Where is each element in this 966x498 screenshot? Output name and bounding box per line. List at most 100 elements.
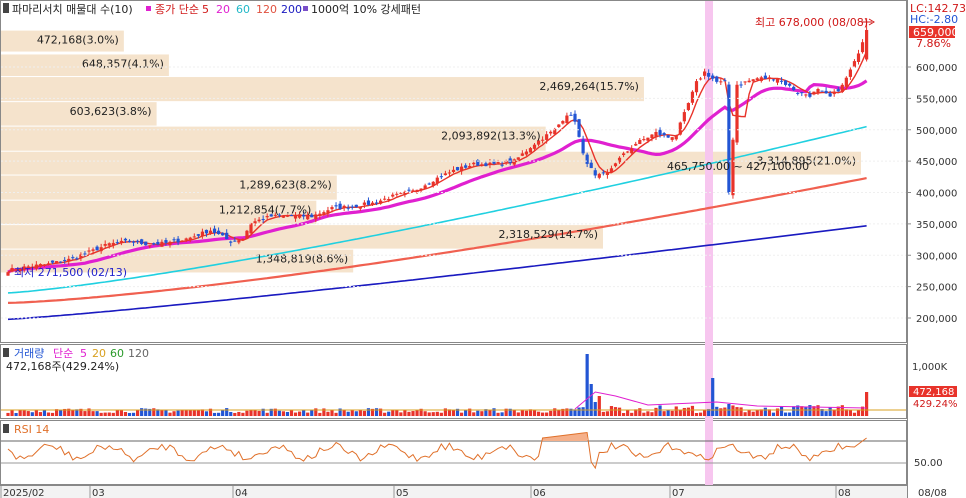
- candle: [229, 241, 233, 243]
- candle: [249, 223, 253, 234]
- volume-profile-labels: 472,168(3.0%) 648,357(4.1%) 2,469,264(15.7…: [37, 34, 856, 266]
- candle: [605, 172, 609, 175]
- candle: [302, 214, 306, 217]
- volume-bar: [767, 409, 771, 416]
- volume-profile-band: [1, 200, 317, 225]
- candle: [293, 215, 298, 219]
- volume-bar: [577, 407, 581, 416]
- candle: [654, 132, 658, 138]
- menu-icon[interactable]: [3, 3, 9, 13]
- candle: [212, 228, 217, 233]
- chart-title: 파마리서치 매물대 수(10): [12, 3, 133, 16]
- candle: [55, 261, 59, 264]
- volume-bar: [512, 409, 516, 416]
- volume-bar: [468, 408, 472, 416]
- candle: [751, 79, 755, 82]
- candle: [484, 163, 488, 167]
- candle: [407, 189, 411, 191]
- candle: [601, 172, 605, 174]
- candle: [593, 170, 597, 176]
- candle: [83, 253, 87, 255]
- candle: [788, 83, 792, 86]
- last-price-tag: [909, 26, 955, 38]
- range-annotation: 465,750.00 ~ 427,100.00: [667, 160, 809, 173]
- candle: [176, 238, 180, 243]
- volume-bar: [229, 411, 233, 416]
- volume-bar: [763, 407, 767, 416]
- candle: [362, 202, 366, 205]
- candle: [164, 240, 168, 243]
- volume-bar: [662, 411, 666, 416]
- y-tick-label: 550,000: [916, 94, 957, 105]
- candle: [103, 243, 107, 246]
- candle: [747, 80, 751, 83]
- volume-bar: [253, 409, 257, 416]
- candle: [435, 177, 439, 184]
- candle: [860, 42, 865, 53]
- volume-bar: [634, 409, 638, 416]
- volume-bar: [581, 407, 585, 416]
- candle: [160, 241, 164, 247]
- candle: [694, 81, 699, 93]
- candle: [366, 200, 371, 205]
- candle: [581, 139, 585, 154]
- volume-bar: [650, 412, 654, 416]
- volume-bar: [180, 410, 184, 416]
- volume-bar: [771, 412, 776, 416]
- candle: [115, 242, 119, 244]
- volume-bar: [148, 408, 152, 416]
- volume-bar: [549, 410, 553, 416]
- volume-bar: [435, 411, 439, 416]
- candle: [439, 176, 443, 178]
- candle: [18, 269, 22, 272]
- volume-bar: [860, 406, 865, 416]
- rsi-panel[interactable]: [0, 420, 907, 485]
- candle: [468, 165, 472, 168]
- candle: [310, 214, 314, 218]
- candle: [374, 202, 379, 204]
- volume-ma-60: 60: [110, 347, 124, 360]
- volume-bar: [107, 412, 111, 416]
- candle: [715, 76, 719, 82]
- volume-bar: [779, 406, 784, 416]
- candle: [200, 231, 204, 237]
- volume-bar: [605, 411, 609, 416]
- candle: [63, 259, 67, 261]
- volume-bar: [415, 409, 419, 416]
- candle: [662, 133, 666, 135]
- candle: [796, 92, 800, 94]
- candle: [816, 89, 820, 94]
- volume-bar: [800, 406, 804, 416]
- volume-bar: [593, 402, 597, 416]
- volume-bar: [447, 409, 452, 416]
- volume-bar: [261, 408, 265, 416]
- candle: [630, 148, 634, 154]
- volume-bar: [237, 411, 241, 416]
- x-tick-label: 08/08: [918, 488, 947, 498]
- candle: [330, 207, 334, 210]
- volume-bar: [698, 412, 703, 416]
- candle: [638, 139, 642, 145]
- volume-bar: [99, 412, 103, 416]
- volume-bar: [654, 407, 658, 416]
- volume-bar: [419, 408, 423, 416]
- candle: [350, 206, 354, 208]
- candle: [338, 203, 342, 209]
- candle: [852, 61, 857, 68]
- volume-bar: [865, 392, 869, 416]
- candle: [520, 153, 524, 156]
- volume-profile-band: [1, 30, 124, 52]
- candle: [844, 77, 848, 87]
- candle: [731, 139, 735, 196]
- rsi-menu-icon[interactable]: [3, 424, 9, 433]
- volume-menu-icon[interactable]: [3, 348, 9, 357]
- candle: [30, 266, 34, 268]
- volume-bar: [38, 412, 42, 416]
- volume-bar: [792, 406, 796, 416]
- volume-bar: [585, 354, 589, 416]
- candle: [775, 79, 780, 83]
- volume-bar: [285, 411, 290, 416]
- candle: [123, 238, 128, 241]
- volume-bar: [156, 409, 160, 416]
